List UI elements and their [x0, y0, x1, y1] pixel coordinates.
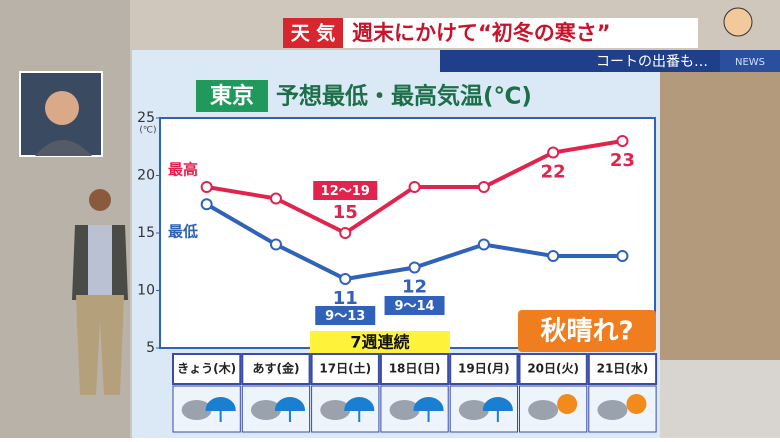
data-label: 23	[610, 150, 635, 171]
x-tick-label: 17日(土)	[319, 361, 371, 376]
point	[200, 198, 213, 211]
umbrella-icon	[205, 397, 236, 422]
studio-floor	[660, 360, 780, 438]
mascot	[723, 7, 753, 37]
presenter-body	[35, 140, 92, 156]
point	[200, 181, 213, 193]
sun-icon	[626, 394, 647, 414]
x-tick-label: 19日(月)	[458, 362, 510, 376]
category: 天 気	[291, 22, 336, 45]
annotation-box	[384, 296, 445, 315]
y-tick-label: 15	[137, 225, 155, 241]
day-cell	[241, 353, 311, 385]
annotation: 9〜14	[394, 299, 434, 314]
sun-icon	[557, 394, 578, 414]
annotation: 12〜19	[321, 184, 370, 199]
cloud-icon	[528, 400, 559, 420]
point	[339, 227, 352, 239]
subline: コートの出番も…	[596, 54, 708, 70]
y-tick-label: 25	[137, 110, 155, 126]
headline-box	[343, 18, 698, 48]
point	[616, 135, 629, 147]
point	[477, 238, 490, 251]
point	[269, 238, 282, 251]
day-cell	[587, 353, 658, 385]
umbrella-icon	[274, 397, 305, 422]
point	[269, 192, 282, 205]
point	[408, 261, 421, 274]
umbrella-icon	[482, 397, 513, 422]
y-unit: (℃)	[139, 126, 156, 136]
annotation-box	[315, 306, 376, 325]
point	[477, 181, 490, 193]
legend-label: 最低	[168, 223, 198, 241]
subline-box	[440, 50, 720, 72]
day-cell	[518, 353, 588, 385]
cloud-icon	[320, 400, 351, 420]
data-label: 15	[333, 202, 358, 223]
cloud-icon	[250, 400, 281, 420]
cloud-icon	[389, 400, 420, 420]
annotation: 秋晴れ?	[540, 317, 633, 347]
legend-label: 最高	[168, 161, 198, 179]
y-tick-label: 10	[137, 283, 155, 299]
data-label: 12	[402, 277, 427, 298]
point	[339, 273, 352, 285]
y-tick-label: 5	[146, 340, 155, 356]
chart-title: 予想最低・最高気温(℃)	[276, 83, 532, 110]
day-cell	[449, 353, 519, 385]
point	[547, 146, 560, 159]
annotation-box	[310, 331, 450, 353]
x-tick-label: あす(金)	[252, 361, 299, 376]
headline: 週末にかけて“初冬の寒さ”	[352, 21, 611, 45]
logo-box	[720, 50, 780, 72]
location: 東京	[210, 83, 254, 109]
umbrella-icon	[344, 397, 375, 422]
data-label: 11	[333, 288, 358, 309]
annotation: 9〜13	[325, 309, 365, 324]
data-label: 22	[541, 162, 566, 183]
cloud-icon	[181, 400, 212, 420]
cloud-icon	[458, 400, 489, 420]
point	[616, 250, 629, 262]
person-shirt	[88, 225, 112, 295]
person-head	[89, 189, 111, 211]
point	[547, 250, 560, 262]
logo: NEWS	[735, 57, 765, 68]
location-box	[196, 80, 268, 112]
cloud-icon	[597, 400, 628, 420]
x-tick-label: 20日(火)	[527, 362, 579, 376]
umbrella-icon	[413, 397, 444, 422]
annotation-box	[518, 310, 656, 352]
x-tick-label: きょう(木)	[177, 361, 236, 376]
y-tick-label: 20	[137, 168, 155, 184]
person-trousers	[76, 295, 124, 395]
x-tick-label: 21日(水)	[597, 361, 649, 376]
annotation-box	[313, 181, 378, 200]
point	[408, 181, 421, 193]
day-cell	[172, 353, 242, 385]
presenter-head	[45, 91, 79, 125]
annotation: 7週連続	[350, 333, 409, 352]
day-cell	[379, 353, 450, 385]
x-tick-label: 18日(日)	[389, 362, 441, 376]
day-cell	[310, 353, 380, 385]
category-box	[283, 18, 343, 48]
